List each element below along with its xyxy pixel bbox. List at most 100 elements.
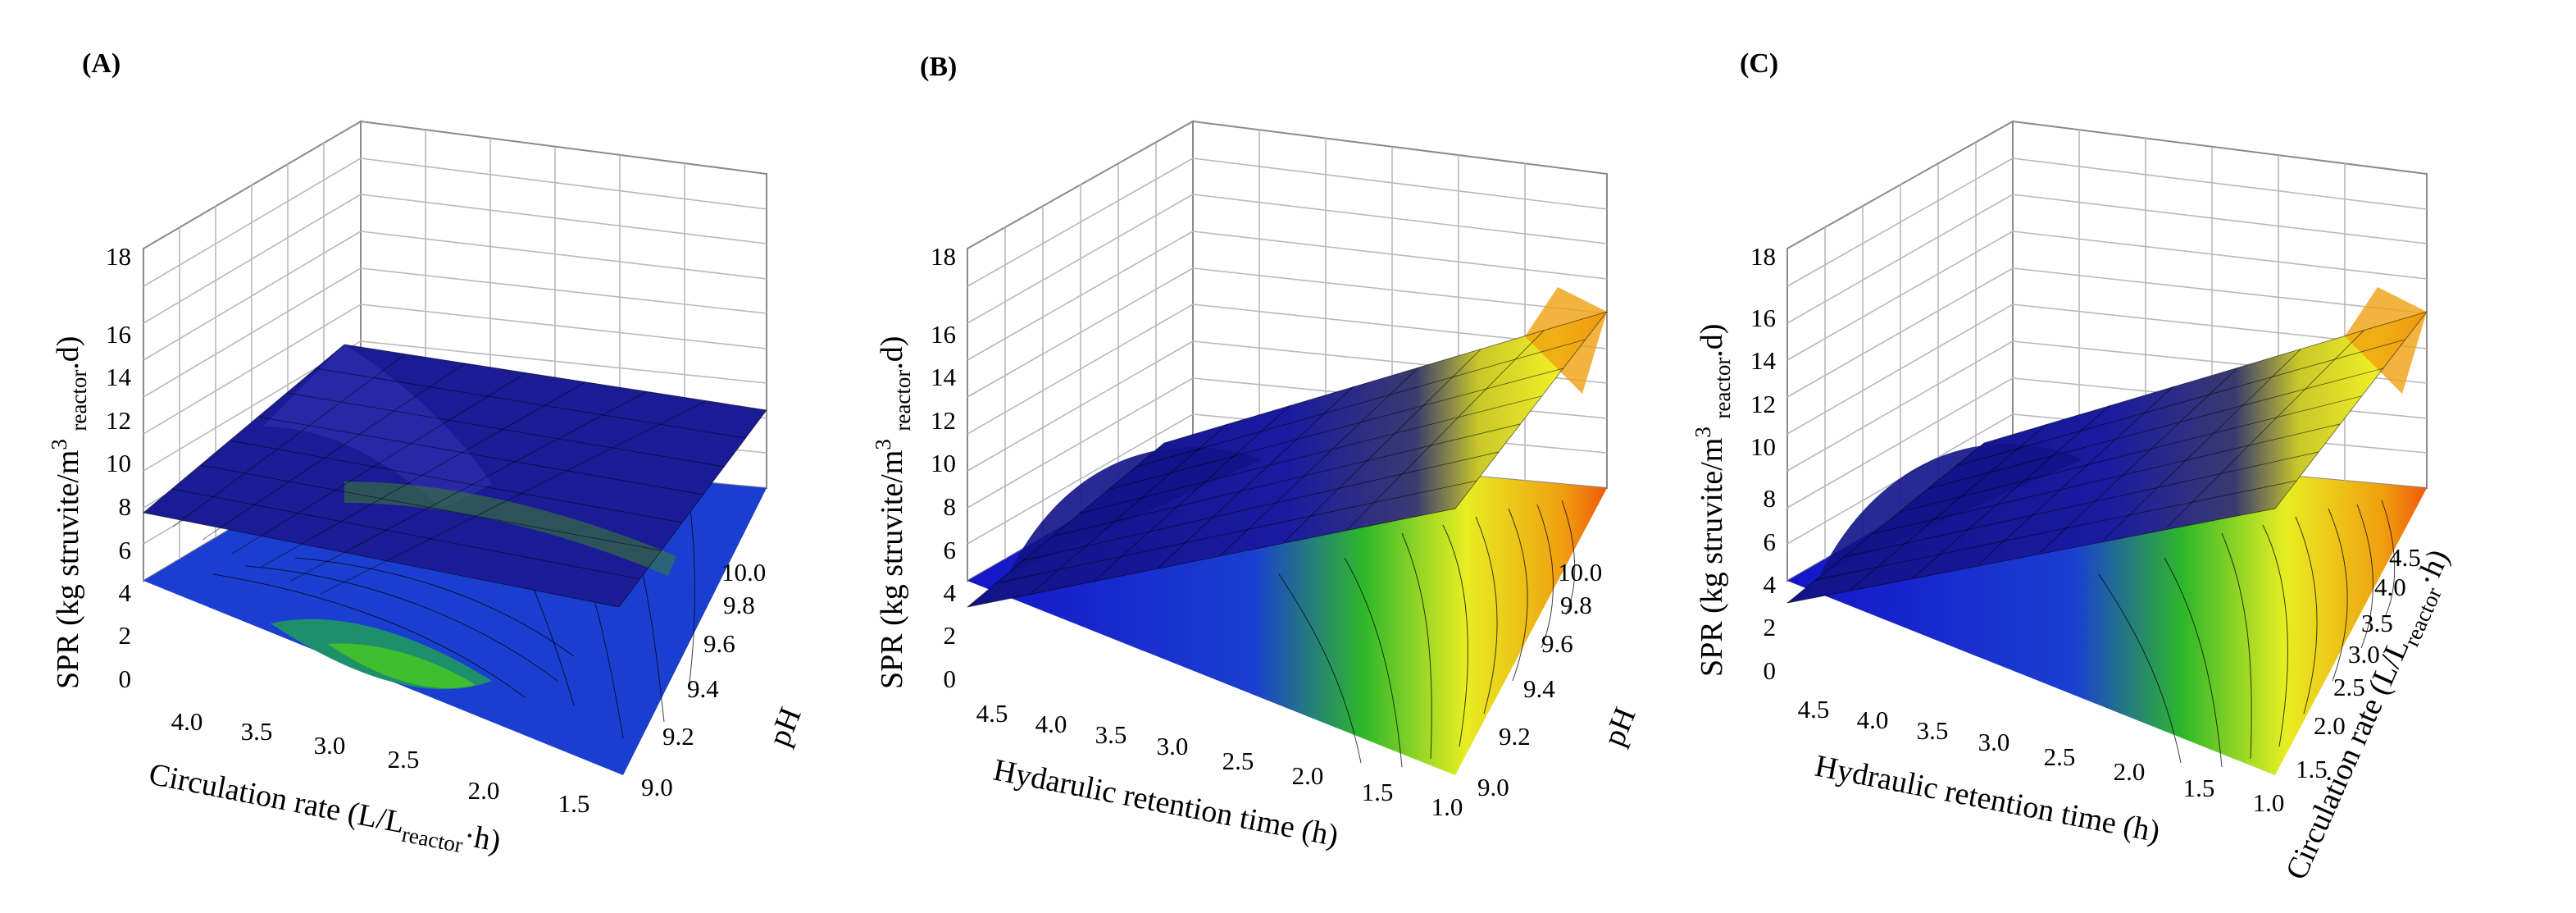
panel-b-label: (B) xyxy=(920,52,957,82)
panel-b: (B) xyxy=(871,52,1643,853)
panel-c-z-tick-6: 6 xyxy=(1764,527,1777,556)
panel-a-z-tick-18: 18 xyxy=(106,242,131,271)
panel-a-y-tick-9.0: 9.0 xyxy=(641,773,673,801)
panel-c-x-tick-3.0: 3.0 xyxy=(1978,728,2010,756)
panel-b-y-tick-9.2: 9.2 xyxy=(1499,722,1531,751)
panel-b-x-tick-3.5: 3.5 xyxy=(1095,720,1127,749)
panel-a-contour-peak xyxy=(328,643,476,688)
panel-b-z-axis-title: SPR (kg struvite/m3 reactor.d) xyxy=(871,336,915,689)
panel-b-y-tick-9.8: 9.8 xyxy=(1560,591,1592,619)
panel-b-x-axis-title: Hydarulic retention time (h) xyxy=(990,753,1341,854)
panel-a-z-tick-8: 8 xyxy=(119,492,132,521)
panel-b-y-tick-9.6: 9.6 xyxy=(1541,629,1573,658)
panel-b-x-tick-4.5: 4.5 xyxy=(976,699,1008,728)
panel-b-surface xyxy=(967,312,1607,607)
panel-c-surface-peak xyxy=(2345,287,2427,394)
panel-a-y-tick-9.8: 9.8 xyxy=(723,591,755,619)
panel-a-surface-ridge xyxy=(262,345,492,509)
panel-c-surface-hump xyxy=(1820,444,2082,574)
panel-b-y-tick-9.0: 9.0 xyxy=(1477,773,1509,801)
panel-c-y-tick-4.5: 4.5 xyxy=(2389,543,2421,572)
panel-c-z-tick-2: 2 xyxy=(1764,613,1777,641)
panel-a-z-tick-6: 6 xyxy=(119,536,132,564)
panel-a-z-tick-16: 16 xyxy=(106,320,131,349)
panel-b-z-tick-6: 6 xyxy=(944,536,957,564)
panel-a: (A) xyxy=(47,48,808,865)
panel-c-z-tick-16: 16 xyxy=(1750,304,1776,332)
panel-a-y-axis-title: pH xyxy=(762,703,808,751)
panel-a-z-tick-0: 0 xyxy=(119,664,132,693)
panel-a-z-tick-12: 12 xyxy=(106,406,131,435)
panel-a-x-tick-3.0: 3.0 xyxy=(314,731,346,760)
panel-c-surface xyxy=(1787,312,2427,603)
panel-b-surface-peak xyxy=(1525,287,1607,394)
panel-b-surface-mesh xyxy=(967,311,1608,608)
panel-c-z-tick-10: 10 xyxy=(1750,432,1776,461)
panel-a-x-tick-4.0: 4.0 xyxy=(171,707,203,736)
panel-a-surface-mesh xyxy=(143,344,767,608)
panel-c-y-tick-2.5: 2.5 xyxy=(2333,673,2365,701)
panel-a-surface-green-tint xyxy=(344,482,676,577)
panel-c: (C) xyxy=(1691,48,2455,885)
panel-c-z-tick-0: 0 xyxy=(1764,656,1777,685)
panel-a-y-tick-9.2: 9.2 xyxy=(662,722,694,751)
panel-a-x-axis-title: Circulation rate (L/Lreactor·h) xyxy=(145,757,503,865)
panel-a-x-tick-1.5: 1.5 xyxy=(558,789,590,818)
panel-a-y-tick-10.0: 10.0 xyxy=(721,558,766,587)
panel-a-z-tick-2: 2 xyxy=(119,621,132,650)
panel-c-x-tick-4.0: 4.0 xyxy=(1857,705,1889,734)
panel-b-z-tick-16: 16 xyxy=(931,320,956,349)
panel-c-z-tick-18: 18 xyxy=(1750,242,1776,271)
panel-c-x-tick-3.5: 3.5 xyxy=(1917,716,1949,745)
panel-c-contour-lines xyxy=(2098,500,2396,768)
panel-c-y-tick-3.0: 3.0 xyxy=(2348,640,2380,669)
panel-c-label: (C) xyxy=(1740,48,1778,79)
panel-b-x-tick-1.5: 1.5 xyxy=(1362,778,1394,806)
panel-b-z-tick-14: 14 xyxy=(931,363,957,391)
panel-c-y-tick-4.0: 4.0 xyxy=(2374,573,2406,601)
panel-c-z-tick-14: 14 xyxy=(1750,346,1777,375)
panel-c-x-tick-2.0: 2.0 xyxy=(2114,757,2146,786)
panel-a-label: (A) xyxy=(82,48,121,79)
panel-c-surface-mesh xyxy=(1786,311,2428,604)
panel-c-y-tick-3.5: 3.5 xyxy=(2361,609,2393,637)
panel-c-x-axis-title: Hydraulic retention time (h) xyxy=(1812,749,2163,850)
panel-c-x-tick-4.5: 4.5 xyxy=(1798,695,1830,724)
panel-c-z-tick-4: 4 xyxy=(1764,570,1777,599)
panel-c-z-tick-12: 12 xyxy=(1750,390,1776,418)
panel-a-y-tick-9.4: 9.4 xyxy=(687,674,719,703)
panel-b-z-tick-10: 10 xyxy=(931,449,956,477)
panel-a-x-tick-2.0: 2.0 xyxy=(468,776,500,805)
panel-b-z-tick-2: 2 xyxy=(944,621,957,650)
panel-b-y-tick-9.4: 9.4 xyxy=(1523,674,1555,703)
panel-b-z-tick-12: 12 xyxy=(931,406,956,435)
panel-a-y-tick-9.6: 9.6 xyxy=(703,629,735,658)
panel-c-z-axis-title: SPR (kg struvite/m3 reactor.d) xyxy=(1691,324,1735,677)
panel-b-z-tick-18: 18 xyxy=(931,242,956,271)
panel-b-x-tick-3.0: 3.0 xyxy=(1157,732,1189,760)
panel-b-z-tick-8: 8 xyxy=(944,492,957,521)
panel-a-z-tick-10: 10 xyxy=(106,449,131,477)
panel-b-z-tick-4: 4 xyxy=(944,578,957,607)
panel-b-contour-lines xyxy=(1278,500,1576,768)
panel-b-x-tick-2.5: 2.5 xyxy=(1222,746,1254,775)
panel-a-x-tick-2.5: 2.5 xyxy=(388,745,420,774)
panel-c-x-tick-2.5: 2.5 xyxy=(2044,742,2076,771)
panel-b-y-tick-10.0: 10.0 xyxy=(1558,558,1602,587)
panel-b-surface-hump xyxy=(1008,447,1263,574)
panel-c-x-tick-1.5: 1.5 xyxy=(2183,774,2215,802)
panel-c-y-tick-1.5: 1.5 xyxy=(2296,755,2328,783)
panel-c-z-tick-8: 8 xyxy=(1764,484,1777,513)
panel-a-z-tick-14: 14 xyxy=(106,363,132,391)
panel-b-x-tick-4.0: 4.0 xyxy=(1035,710,1067,738)
panel-a-z-tick-4: 4 xyxy=(119,578,132,607)
panel-a-z-axis-title: SPR (kg struvite/m3 reactor.d) xyxy=(47,336,91,689)
panel-c-y-tick-2.0: 2.0 xyxy=(2314,711,2346,740)
panel-b-z-tick-0: 0 xyxy=(944,664,957,693)
panel-a-x-tick-3.5: 3.5 xyxy=(241,717,273,746)
panel-b-x-tick-1.0: 1.0 xyxy=(1431,792,1463,821)
panel-b-x-tick-2.0: 2.0 xyxy=(1292,761,1324,790)
panel-c-x-tick-1.0: 1.0 xyxy=(2253,788,2285,817)
panel-b-y-axis-title: pH xyxy=(1596,703,1642,751)
